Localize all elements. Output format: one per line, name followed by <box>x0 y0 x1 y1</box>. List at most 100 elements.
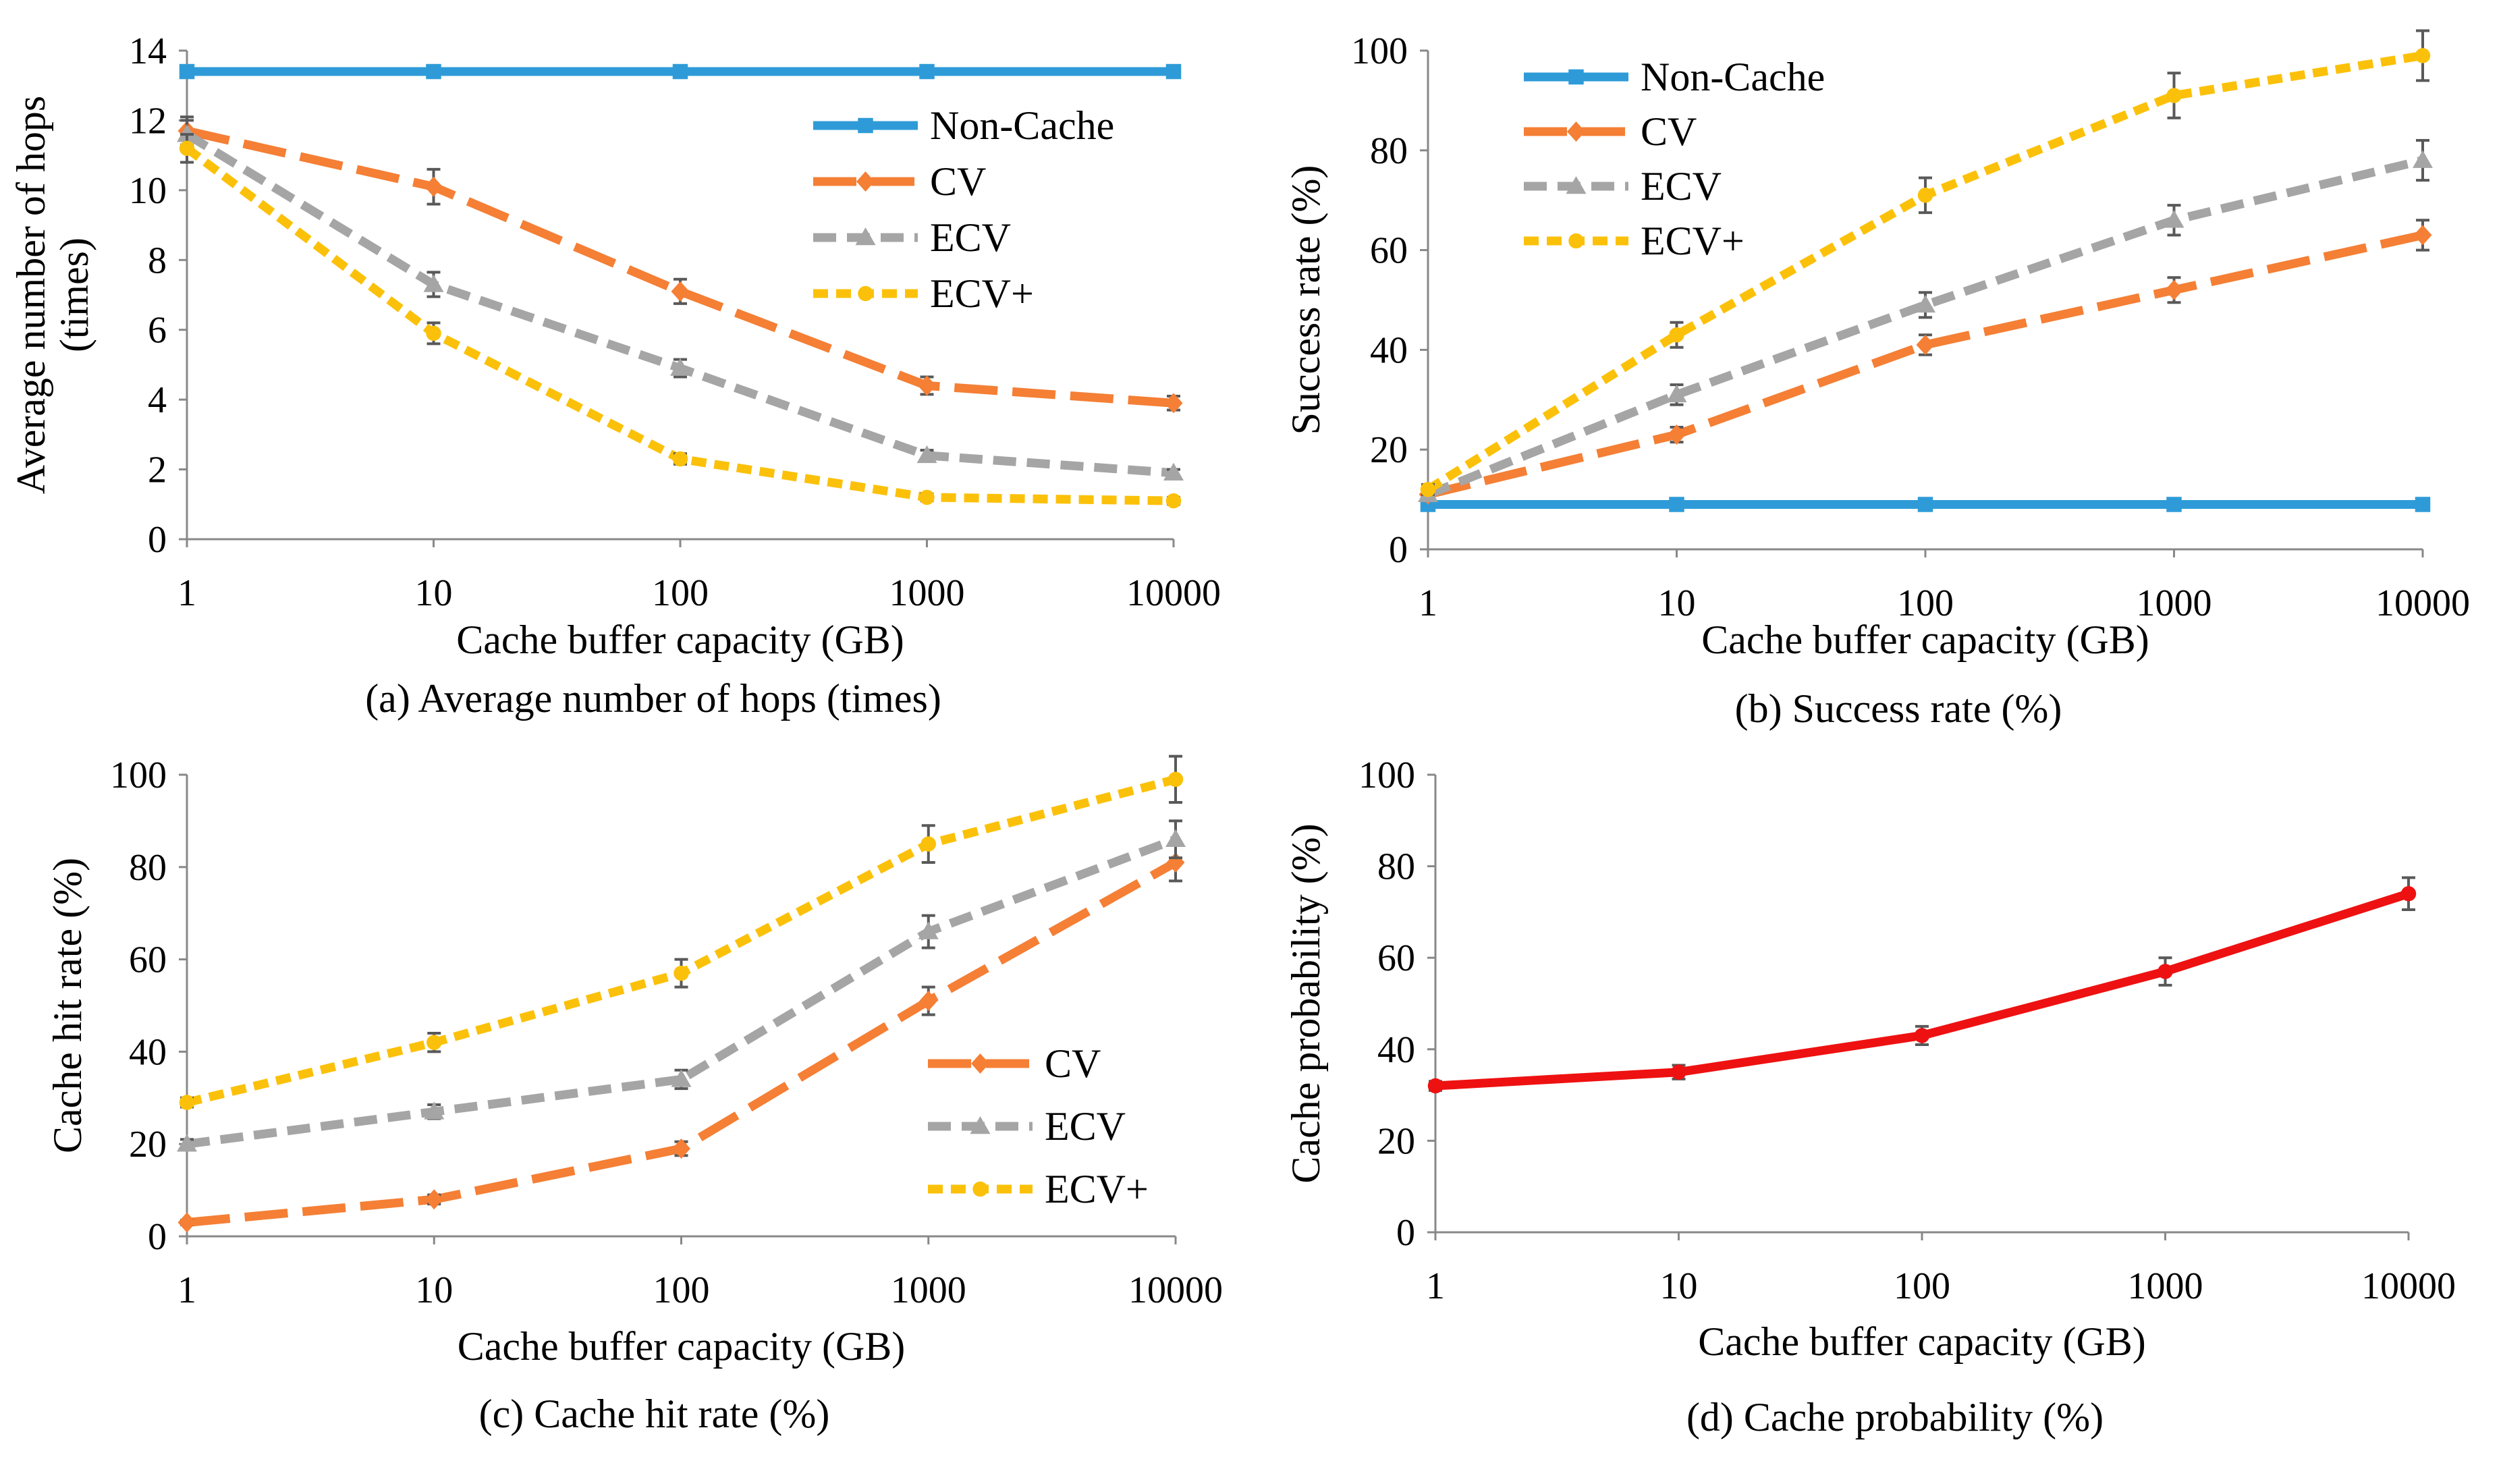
y-tick-label: 80 <box>1377 846 1415 888</box>
y-axis-label: Cache hit rate (%) <box>45 858 90 1153</box>
data-point-ecv <box>1163 462 1184 480</box>
y-tick-label: 20 <box>1370 429 1408 471</box>
data-point-ecv_plus <box>1165 493 1182 509</box>
x-tick-label: 1 <box>177 1269 196 1311</box>
legend-marker <box>856 171 875 192</box>
y-tick-label: 8 <box>148 240 167 281</box>
legend-label: ECV <box>1045 1104 1126 1149</box>
legend-marker <box>858 117 873 134</box>
x-tick-label: 10 <box>415 1269 453 1311</box>
data-point-ecv <box>1666 384 1687 403</box>
data-point-prob <box>2158 964 2173 979</box>
legend-item-cv: CV <box>813 159 986 204</box>
legend-item-ecv: ECV <box>928 1104 1126 1149</box>
y-tick-label: 0 <box>148 1216 167 1258</box>
legend-item-non_cache: Non-Cache <box>813 103 1114 148</box>
legend-item-ecv: ECV <box>813 215 1011 260</box>
legend-marker <box>971 1053 989 1074</box>
data-point-cv <box>1164 393 1183 414</box>
y-tick-label: 0 <box>1396 1212 1415 1254</box>
data-point-ecv <box>424 1101 445 1120</box>
data-point-prob <box>1427 1078 1444 1094</box>
y-tick-label: 40 <box>1377 1029 1415 1071</box>
data-point-cv <box>1916 335 1935 356</box>
x-tick-label: 10 <box>1658 582 1696 624</box>
y-tick-label: 80 <box>1370 130 1408 172</box>
data-point-ecv_plus <box>919 489 935 505</box>
panel-c-cache-hit-rate-chart: 0 20 40 60 80 100 1 10 100 1000 10000 Cache buffer … <box>45 754 1223 1436</box>
data-point-ecv <box>1165 829 1186 848</box>
data-point-non_cache <box>426 63 441 80</box>
panel-caption: (c) Cache hit rate (%) <box>479 1392 830 1436</box>
y-tick-label: 80 <box>129 847 167 889</box>
legend-item-ecv: ECV <box>1524 164 1722 209</box>
x-tick-label: 10 <box>415 572 453 614</box>
y-tick-label: 4 <box>148 379 167 421</box>
data-point-ecv_plus <box>672 451 688 467</box>
x-tick-label: 10000 <box>2361 1265 2456 1307</box>
legend: Non-Cache CV ECV ECV+ <box>813 103 1114 316</box>
data-point-non_cache <box>179 63 195 80</box>
y-tick-label: 2 <box>148 449 167 491</box>
series-ecv <box>177 819 1186 1152</box>
y-tick-label: 40 <box>129 1031 167 1073</box>
data-point-cv <box>671 281 690 302</box>
legend-marker <box>858 285 873 302</box>
data-point-ecv <box>918 921 939 939</box>
data-point-ecv_plus <box>426 325 441 341</box>
data-point-non_cache <box>1669 497 1684 512</box>
data-point-cv <box>672 1138 690 1159</box>
panel-a-hops-chart: 0 2 4 6 8 10 12 14 1 10 100 1000 10000 Cache buffer c… <box>9 30 1221 721</box>
data-point-ecv <box>2164 210 2184 228</box>
legend-label: Non-Cache <box>930 103 1114 148</box>
panel-d-cache-probability-chart: 0 20 40 60 80 100 1 10 100 1000 10000 Cache buffer … <box>1284 754 2456 1439</box>
panel-caption: (d) Cache probability (%) <box>1686 1395 2104 1439</box>
data-point-ecv_plus <box>1167 771 1184 788</box>
x-tick-label: 1 <box>1426 1265 1445 1307</box>
x-tick-label: 100 <box>653 1269 710 1311</box>
legend-marker <box>1568 233 1584 249</box>
y-tick-label: 60 <box>1370 230 1408 272</box>
legend-item-ecv_plus: ECV+ <box>1524 219 1744 263</box>
legend-item-ecv_plus: ECV+ <box>813 271 1034 316</box>
legend-label: ECV <box>930 215 1011 260</box>
legend-marker <box>855 227 876 246</box>
data-point-cv <box>2165 279 2183 300</box>
data-point-ecv_plus <box>674 965 689 981</box>
legend: CV ECV ECV+ <box>928 1041 1149 1211</box>
data-point-cv <box>918 375 936 396</box>
series-ecv_plus <box>1420 29 2431 497</box>
y-tick-label: 6 <box>148 310 167 352</box>
legend-label: Non-Cache <box>1641 55 1825 99</box>
legend-item-non_cache: Non-Cache <box>1524 55 1825 99</box>
data-point-non_cache <box>672 63 688 80</box>
x-tick-label: 10 <box>1660 1265 1698 1307</box>
data-point-ecv_plus <box>2415 48 2431 63</box>
data-point-ecv_plus <box>1420 482 1436 497</box>
data-point-ecv <box>670 358 690 376</box>
data-point-non_cache <box>2415 497 2431 512</box>
legend-item-ecv_plus: ECV+ <box>928 1167 1149 1211</box>
y-axis-label: Average number of hops(times) <box>9 96 97 494</box>
legend-label: ECV+ <box>1641 219 1744 263</box>
x-tick-label: 100 <box>1897 582 1954 624</box>
series-ecv_plus <box>179 133 1182 509</box>
series-non_cache <box>179 63 1182 80</box>
y-tick-label: 100 <box>110 754 167 796</box>
x-axis-label: Cache buffer capacity (GB) <box>1701 617 2149 662</box>
x-axis-label: Cache buffer capacity (GB) <box>1698 1319 2146 1364</box>
y-tick-label: 20 <box>129 1124 167 1165</box>
data-point-ecv_plus <box>1917 188 1933 203</box>
data-point-ecv <box>671 1069 692 1087</box>
data-point-ecv_plus <box>920 836 936 852</box>
data-point-ecv_plus <box>179 140 195 157</box>
y-tick-label: 0 <box>1389 529 1408 571</box>
legend: Non-Cache CV ECV ECV+ <box>1524 55 1825 263</box>
x-tick-label: 1 <box>177 572 196 614</box>
x-axis-label: Cache buffer capacity (GB) <box>456 617 904 662</box>
legend-label: ECV <box>1641 164 1722 209</box>
x-tick-label: 1000 <box>889 572 965 614</box>
data-point-cv <box>1668 424 1686 445</box>
x-tick-label: 1 <box>1419 582 1437 624</box>
data-point-ecv_plus <box>427 1035 442 1050</box>
